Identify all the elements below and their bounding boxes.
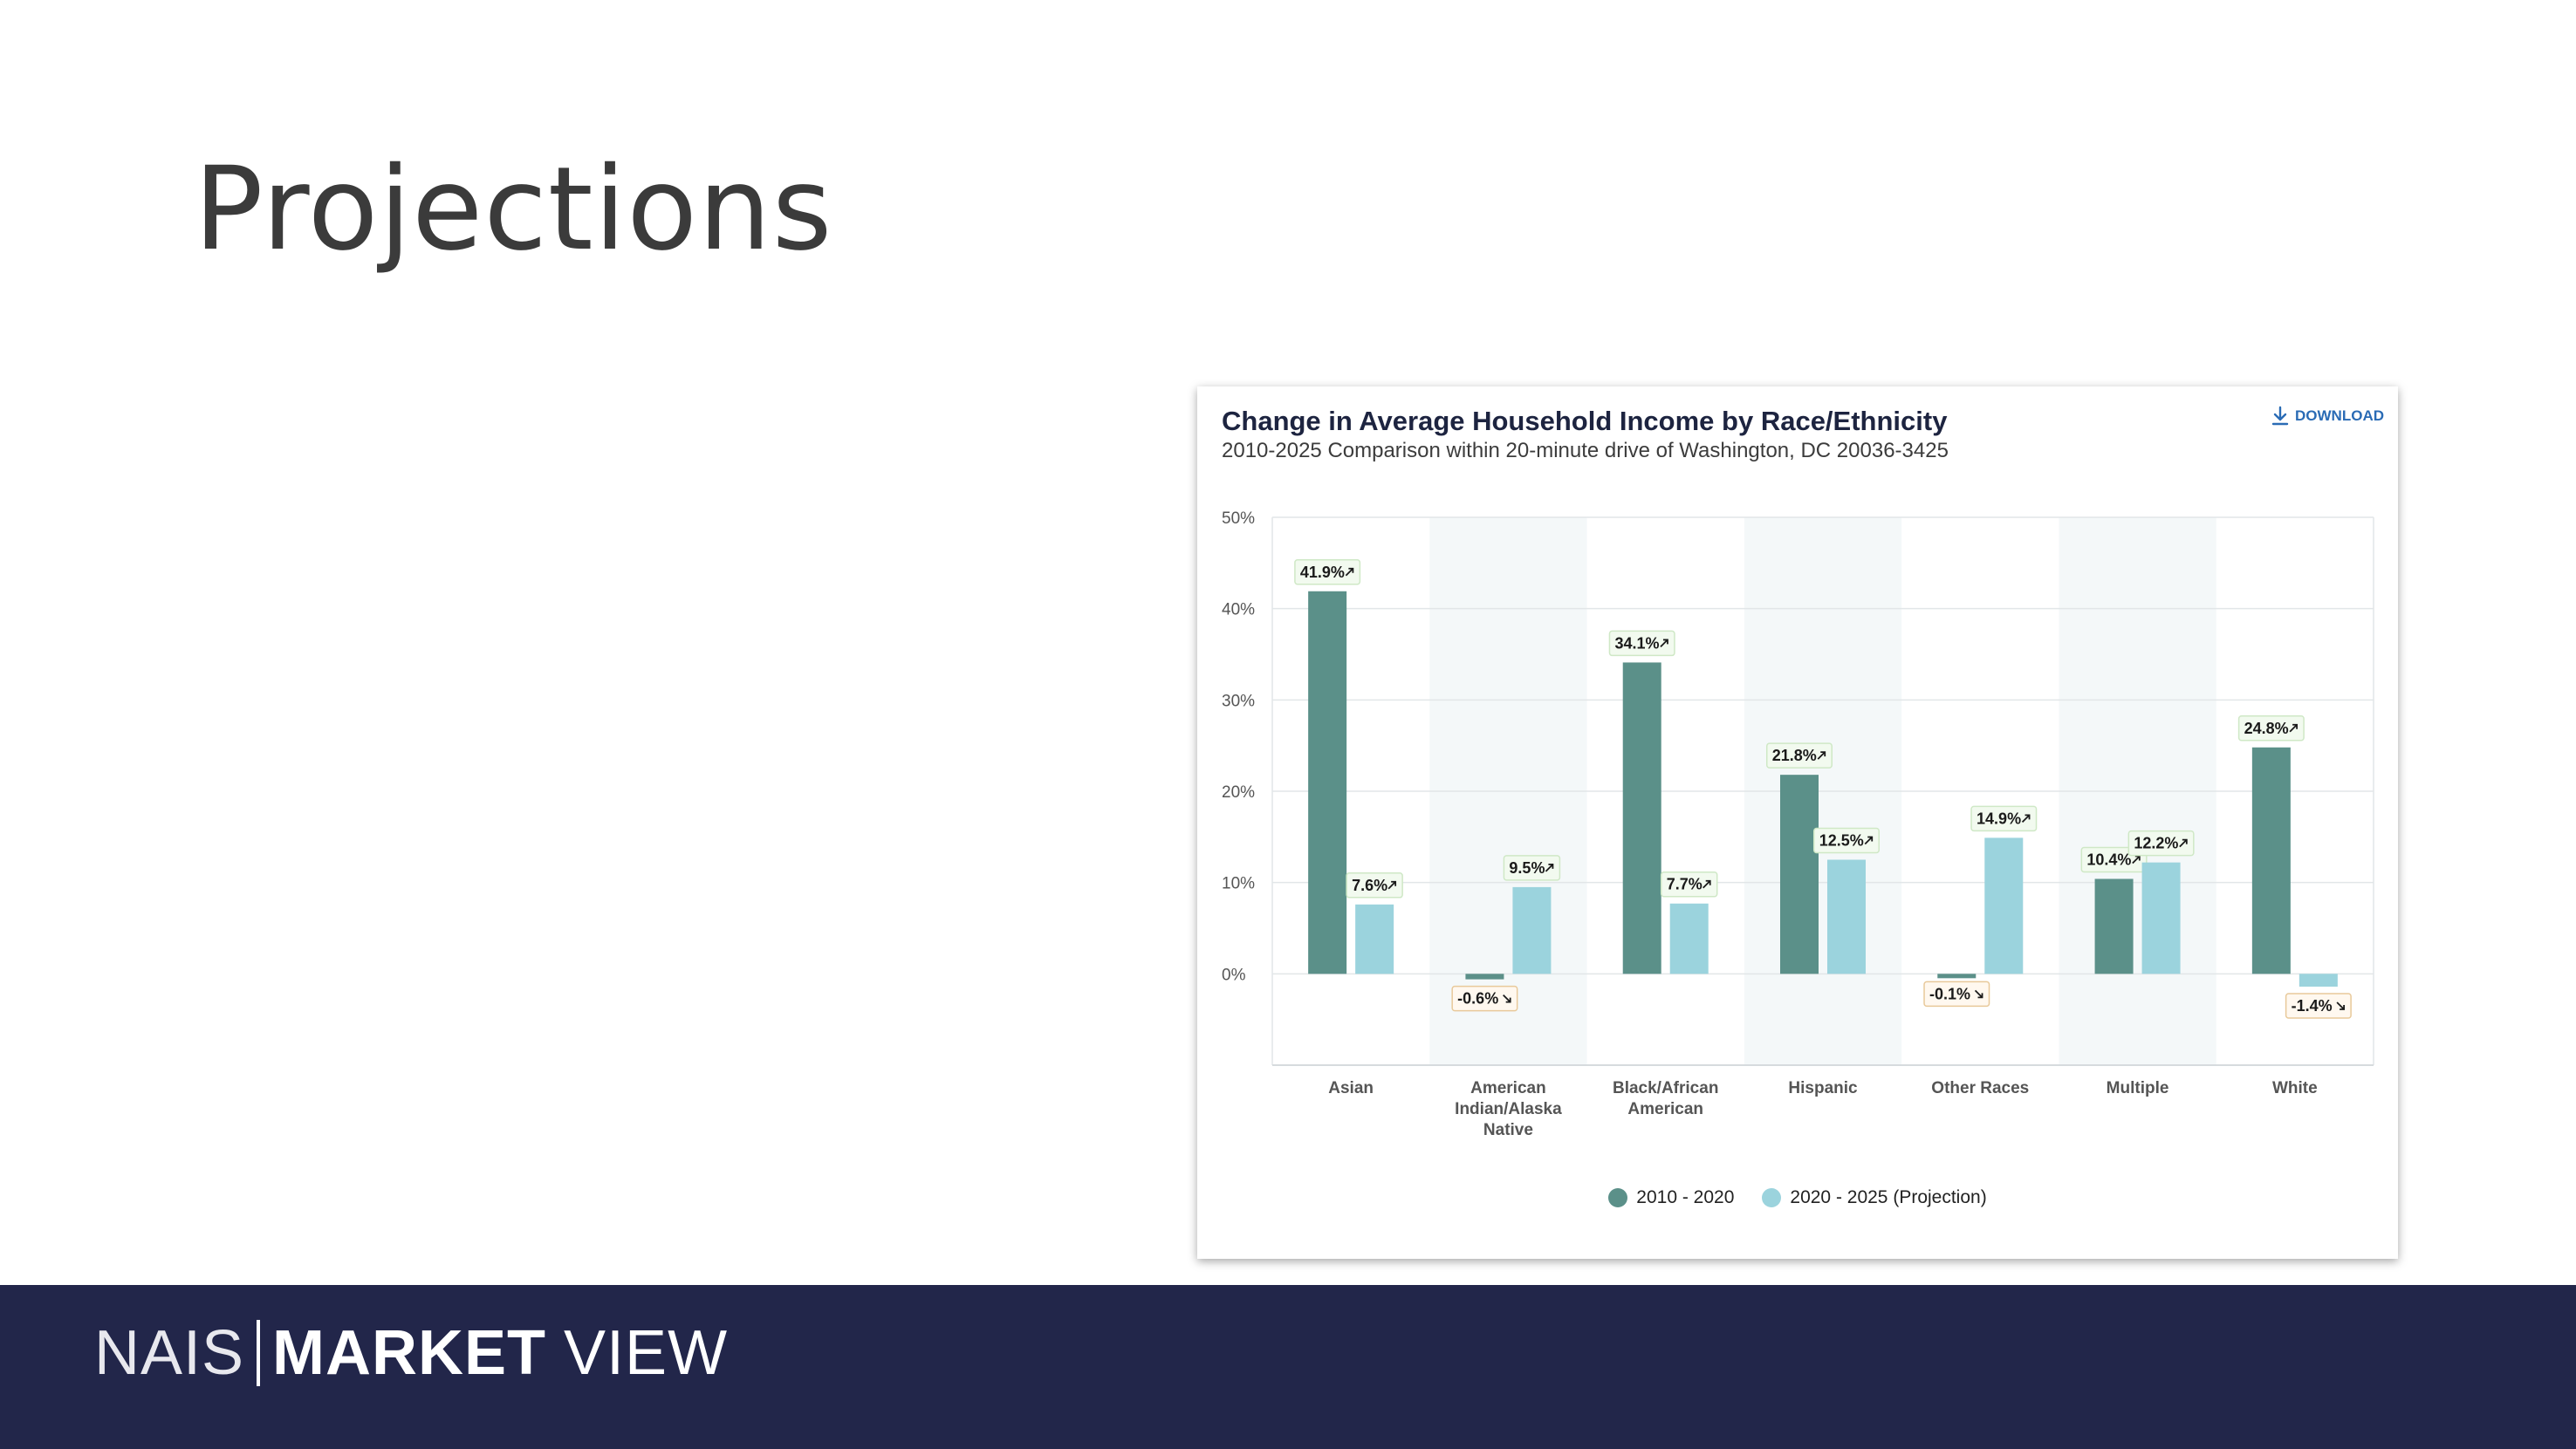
bar xyxy=(2141,862,2181,974)
data-label-box xyxy=(2285,993,2352,1019)
data-label-box xyxy=(1766,742,1833,769)
download-icon xyxy=(2271,406,2290,427)
data-label: 12.5% xyxy=(1819,832,1864,850)
data-label-box xyxy=(1503,855,1561,881)
y-tick-label: 0% xyxy=(1222,966,1246,984)
data-label-box xyxy=(1346,872,1403,899)
y-tick-label: 10% xyxy=(1222,875,1255,893)
x-tick-label-line: Hispanic xyxy=(1788,1079,1858,1097)
trend-down-icon xyxy=(1503,994,1511,1003)
x-tick-label-line: Multiple xyxy=(2107,1079,2169,1097)
data-label-box xyxy=(1923,981,1990,1008)
chart-card: Change in Average Household Income by Ra… xyxy=(1197,386,2398,1259)
data-label: -0.1% xyxy=(1929,985,1970,1002)
x-tick-label: Other Races xyxy=(1931,1079,2029,1097)
data-label: 7.7% xyxy=(1667,876,1702,893)
logo-view: VIEW xyxy=(564,1318,729,1388)
data-label: 12.2% xyxy=(2134,835,2178,852)
bar xyxy=(2299,974,2338,987)
data-label: 34.1% xyxy=(1614,634,1659,652)
trend-up-icon xyxy=(2132,855,2141,865)
bar xyxy=(1669,903,1709,974)
trend-up-icon xyxy=(1545,864,1554,872)
x-tick-label-line: American xyxy=(1627,1100,1703,1118)
y-tick-label: 20% xyxy=(1222,783,1255,802)
data-label-box xyxy=(2237,715,2305,742)
data-label-box xyxy=(1970,805,2038,832)
bar xyxy=(1780,775,1819,974)
data-label: -0.6% xyxy=(1457,990,1498,1008)
data-label: 10.4% xyxy=(2086,851,2131,868)
nais-market-view-logo: NAIS MARKET VIEW xyxy=(94,1320,728,1386)
x-tick-label-line: White xyxy=(2272,1079,2318,1097)
legend-item-2020-2025[interactable]: 2020 - 2025 (Projection) xyxy=(1762,1187,1987,1208)
x-tick-label: American Indian/Alaska Native xyxy=(1455,1079,1562,1139)
data-label: 14.9% xyxy=(1977,810,2021,827)
footer-bar: NAIS MARKET VIEW xyxy=(0,1285,2576,1449)
bar xyxy=(1355,904,1394,974)
trend-up-icon xyxy=(1817,751,1826,760)
data-label: 24.8% xyxy=(2244,720,2289,737)
download-button[interactable]: DOWNLOAD xyxy=(2271,406,2384,427)
logo-nais: NAIS xyxy=(94,1318,245,1388)
bar xyxy=(1622,662,1661,974)
chart-plot: 50% 40% 30% 20% 10% 0% 41.9% 7.6% Asian -0.6% 9.5%… xyxy=(1222,509,2374,1139)
x-tick-label-line: American xyxy=(1470,1079,1546,1097)
x-tick-label: Multiple xyxy=(2107,1079,2169,1097)
x-tick-label-line: Black/African xyxy=(1613,1079,1718,1097)
chart-title: Change in Average Household Income by Ra… xyxy=(1222,406,1948,436)
bar xyxy=(2251,747,2291,974)
chart-legend: 2010 - 2020 2020 - 2025 (Projection) xyxy=(1197,1187,2398,1208)
legend-label-2010-2020: 2010 - 2020 xyxy=(1636,1187,1735,1207)
bar xyxy=(2094,878,2134,974)
bar xyxy=(1512,886,1552,974)
trend-up-icon xyxy=(1702,879,1711,889)
data-label-box xyxy=(1660,871,1718,898)
data-label: 9.5% xyxy=(1509,859,1545,877)
x-tick-label: Black/African American xyxy=(1613,1079,1718,1118)
trend-up-icon xyxy=(1387,880,1397,890)
x-tick-label: White xyxy=(2272,1079,2318,1097)
bar xyxy=(1465,974,1504,980)
legend-label-2020-2025: 2020 - 2025 (Projection) xyxy=(1790,1187,1987,1207)
data-label-box xyxy=(2127,830,2195,857)
data-label: 7.6% xyxy=(1352,877,1387,894)
x-tick-label: Hispanic xyxy=(1788,1079,1858,1097)
x-tick-label-line: Other Races xyxy=(1931,1079,2029,1097)
x-tick-label-line: Asian xyxy=(1328,1079,1374,1097)
trend-up-icon xyxy=(2021,814,2031,824)
data-label: -1.4% xyxy=(2292,997,2333,1015)
data-label-box xyxy=(1813,827,1880,854)
trend-up-icon xyxy=(2289,723,2299,733)
chart-subtitle: 2010-2025 Comparison within 20-minute dr… xyxy=(1222,439,1949,462)
trend-up-icon xyxy=(1345,567,1354,577)
trend-up-icon xyxy=(1864,836,1874,845)
data-label: 41.9% xyxy=(1300,564,1345,581)
bar xyxy=(1984,837,2024,974)
logo-market: MARKET xyxy=(272,1318,547,1388)
data-label: 21.8% xyxy=(1772,747,1817,764)
legend-item-2010-2020[interactable]: 2010 - 2020 xyxy=(1608,1187,1734,1208)
x-tick-label: Asian xyxy=(1328,1079,1374,1097)
y-tick-label: 50% xyxy=(1222,509,1255,528)
trend-up-icon xyxy=(2179,838,2188,848)
bar xyxy=(1308,591,1347,974)
legend-swatch-2020-2025 xyxy=(1762,1188,1782,1207)
trend-down-icon xyxy=(2336,1001,2346,1010)
data-label-box xyxy=(1608,630,1675,657)
data-label-box xyxy=(1451,985,1518,1012)
logo-divider xyxy=(257,1320,261,1386)
bar xyxy=(1937,974,1977,979)
download-label: DOWNLOAD xyxy=(2295,407,2384,424)
slide-title: Projections xyxy=(194,142,833,277)
x-tick-label-line: Native xyxy=(1483,1121,1533,1139)
y-tick-label: 40% xyxy=(1222,601,1255,619)
legend-swatch-2010-2020 xyxy=(1608,1188,1628,1207)
data-label-box xyxy=(1294,559,1361,585)
trend-down-icon xyxy=(1974,989,1983,999)
x-tick-label-line: Indian/Alaska xyxy=(1455,1100,1562,1118)
y-tick-label: 30% xyxy=(1222,692,1255,710)
bar xyxy=(1827,859,1866,974)
trend-up-icon xyxy=(1660,639,1668,648)
